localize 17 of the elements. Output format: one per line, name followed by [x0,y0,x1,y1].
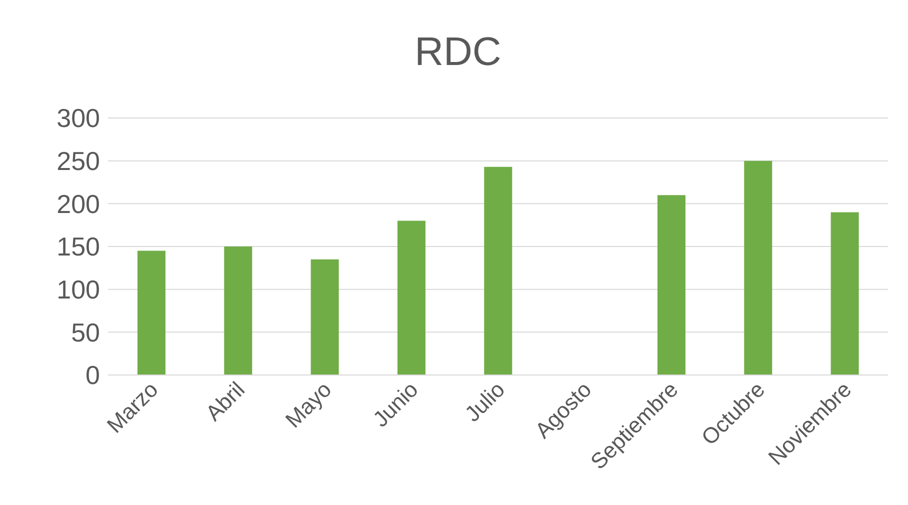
y-tick-label: 250 [56,146,100,176]
chart-title: RDC [414,30,502,75]
y-tick-label: 300 [56,103,100,134]
bar [224,246,252,375]
y-tick-label: 50 [71,317,100,348]
y-tick-label: 100 [56,274,100,305]
x-tick-label: Julio [460,376,510,427]
bar [484,166,512,375]
bar [397,220,426,375]
bar [744,160,772,375]
bar [657,195,686,375]
y-tick-label: 200 [56,188,100,219]
bar [137,250,166,375]
bar [310,259,339,375]
bar [830,212,859,375]
y-tick-label: 150 [56,232,100,262]
y-tick-label: 0 [86,360,100,390]
